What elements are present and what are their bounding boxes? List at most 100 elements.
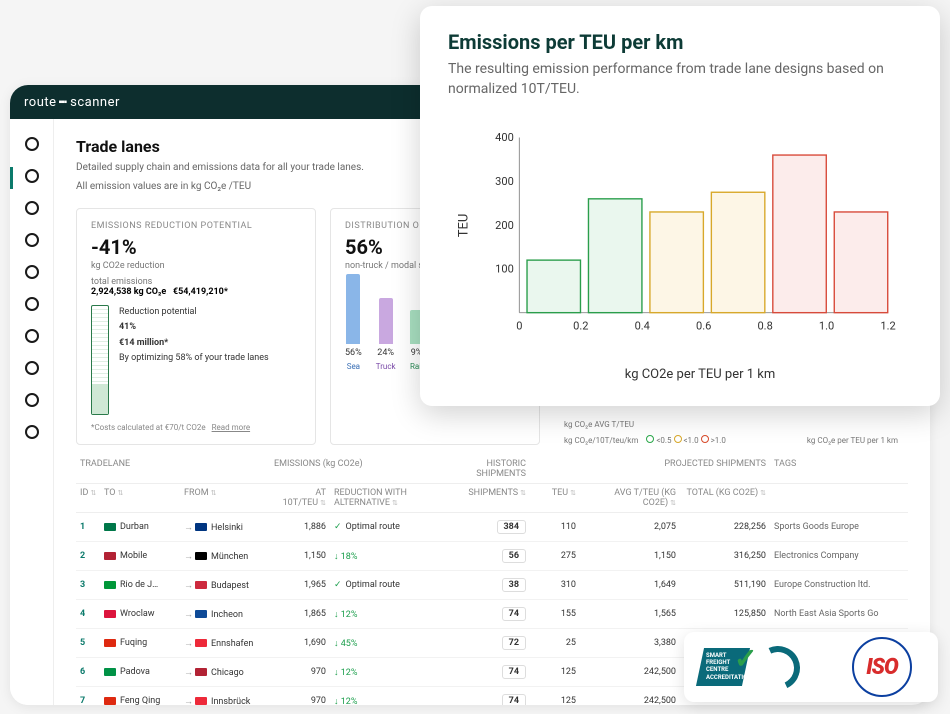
legend-right: kg CO₂e per TEU per 1 km — [807, 436, 898, 445]
reduction-text: Optimal route — [346, 580, 400, 590]
emissions-popup: Emissions per TEU per km The resulting e… — [420, 6, 940, 406]
svg-text:0.4: 0.4 — [635, 319, 650, 332]
y-axis-label: TEU — [456, 214, 471, 238]
dist-bar-truck: 24% Truck — [376, 298, 396, 371]
flag-icon — [195, 668, 207, 676]
cell-avg: 1,649 — [580, 580, 680, 590]
sidebar-item-2-active[interactable] — [25, 169, 39, 183]
card1-line2: By optimizing 58% of your trade lanes — [119, 351, 269, 366]
cell-shipments: 74 — [460, 607, 530, 621]
table-row[interactable]: 2 Mobile →München 1,150 ↓ 18% 56 275 1,1… — [76, 542, 908, 571]
iso-badge: ISO — [842, 642, 922, 692]
th-tags — [770, 488, 908, 508]
sidebar-item-1[interactable] — [25, 137, 39, 151]
thermo-fill — [92, 384, 108, 414]
th-emissions[interactable]: AT 10T/TEU⇅ — [270, 488, 330, 508]
flag-icon — [195, 552, 207, 560]
flag-icon — [195, 610, 207, 618]
th-shipments[interactable]: SHIPMENTS⇅ — [460, 488, 530, 508]
svg-text:0.6: 0.6 — [696, 319, 711, 332]
th-teu[interactable]: TEU⇅ — [530, 488, 580, 508]
popup-chart: TEU 10020030040000.20.40.60.81.01.2 — [488, 113, 912, 363]
sidebar — [10, 119, 54, 705]
th-group-tradelane: TRADELANE — [76, 459, 270, 479]
cell-from: →Helsinki — [180, 522, 270, 533]
th-avg[interactable]: AVG T/TEU (KG CO2E)⇅ — [580, 488, 680, 508]
brand-scanner: scanner — [70, 95, 120, 110]
cell-id: 7 — [76, 696, 100, 705]
cell-from: →Incheon — [180, 609, 270, 620]
flag-icon — [104, 581, 116, 589]
reduction-text: ↓ 12% — [334, 668, 357, 678]
cell-avg: 1,565 — [580, 609, 680, 619]
cell-teu: 125 — [530, 696, 580, 705]
cell-emissions: 1,886 — [270, 522, 330, 532]
svg-text:400: 400 — [495, 131, 514, 144]
cell-shipments: 56 — [460, 549, 530, 563]
svg-text:300: 300 — [495, 175, 514, 188]
sidebar-item-8[interactable] — [25, 361, 39, 375]
cost-note: *Costs calculated at €70/t CO2e Read mor… — [91, 423, 301, 432]
cell-avg: 242,500 — [580, 696, 680, 705]
th-reduction[interactable]: REDUCTION WITH ALTERNATIVE⇅ — [330, 488, 460, 508]
cell-avg: 242,500 — [580, 667, 680, 677]
cell-id: 6 — [76, 667, 100, 677]
cell-teu: 275 — [530, 551, 580, 561]
brand-route: route — [24, 95, 57, 110]
cell-to: Durban — [100, 522, 180, 532]
flag-icon — [104, 610, 116, 618]
sidebar-item-10[interactable] — [25, 425, 39, 439]
cell-shipments: 74 — [460, 694, 530, 705]
cell-reduction: ↓ 18% — [330, 551, 460, 562]
cell-id: 5 — [76, 638, 100, 648]
reduction-text: ↓ 18% — [334, 552, 357, 562]
cell-from: →Chicago — [180, 667, 270, 678]
arc-icon — [750, 640, 806, 696]
cell-from: →München — [180, 551, 270, 562]
check-icon: ✓ — [334, 580, 342, 590]
cell-emissions: 1,865 — [270, 609, 330, 619]
cell-emissions: 1,965 — [270, 580, 330, 590]
flag-icon — [104, 639, 116, 647]
cell-to: Wroclaw — [100, 609, 180, 619]
th-total[interactable]: TOTAL (KG CO2E)⇅ — [680, 488, 770, 508]
reduction-text: ↓ 12% — [334, 610, 357, 620]
brand-dots-icon: ▪▪▪ — [59, 97, 67, 108]
svg-text:0.2: 0.2 — [573, 319, 588, 332]
sidebar-item-9[interactable] — [25, 393, 39, 407]
flag-icon — [195, 697, 207, 705]
th-group-projected: PROJECTED SHIPMENTS — [530, 459, 770, 479]
arrow-icon: → — [184, 668, 193, 678]
cell-id: 1 — [76, 522, 100, 532]
sidebar-item-7[interactable] — [25, 329, 39, 343]
cell-to: Rio de J… — [100, 580, 180, 590]
cell-reduction: ↓ 12% — [330, 667, 460, 678]
dist-bar-rect — [346, 274, 360, 344]
th-from[interactable]: FROM⇅ — [180, 488, 270, 508]
card1-total-label: total emissions — [91, 277, 301, 287]
dist-bar-sea: 56% Sea — [345, 274, 362, 371]
read-more-link[interactable]: Read more — [212, 423, 250, 432]
th-id[interactable]: ID⇅ — [76, 488, 100, 508]
sidebar-item-3[interactable] — [25, 201, 39, 215]
card-emissions-reduction: EMISSIONS REDUCTION POTENTIAL -41% kg CO… — [76, 208, 316, 445]
cell-total: 228,256 — [680, 522, 770, 532]
dist-label: Truck — [376, 362, 396, 371]
th-to[interactable]: TO⇅ — [100, 488, 180, 508]
flag-icon — [104, 552, 116, 560]
cell-emissions: 1,150 — [270, 551, 330, 561]
cell-reduction: ✓ Optimal route — [330, 580, 460, 590]
table-row[interactable]: 3 Rio de J… →Budapest 1,965 ✓Optimal rou… — [76, 571, 908, 600]
cell-shipments: 384 — [460, 520, 530, 534]
cell-teu: 110 — [530, 522, 580, 532]
card1-label: EMISSIONS REDUCTION POTENTIAL — [91, 221, 301, 231]
table-row[interactable]: 1 Durban →Helsinki 1,886 ✓Optimal route … — [76, 513, 908, 542]
cell-total: 511,190 — [680, 580, 770, 590]
table-row[interactable]: 4 Wroclaw →Incheon 1,865 ↓ 12% 74 155 1,… — [76, 600, 908, 629]
sidebar-item-5[interactable] — [25, 265, 39, 279]
sidebar-item-6[interactable] — [25, 297, 39, 311]
bar-chart-svg: 10020030040000.20.40.60.81.01.2 — [488, 113, 912, 363]
sidebar-item-4[interactable] — [25, 233, 39, 247]
arrow-icon: → — [184, 581, 193, 591]
cell-from: →Budapest — [180, 580, 270, 591]
